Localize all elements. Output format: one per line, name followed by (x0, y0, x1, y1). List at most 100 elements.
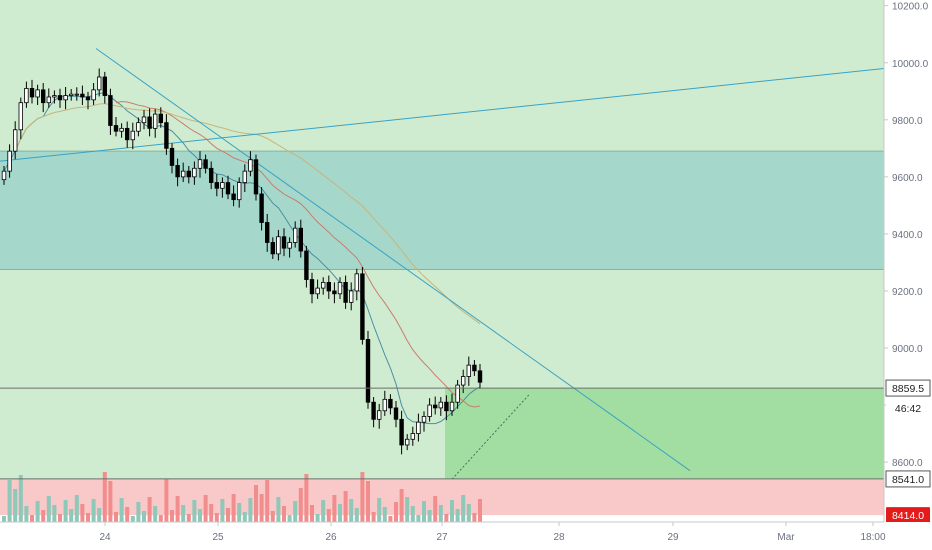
volume-bar (433, 496, 438, 522)
candle-body (85, 96, 91, 101)
time-axis[interactable] (0, 522, 932, 550)
candle-body (102, 76, 107, 96)
volume-bar (438, 505, 443, 522)
volume-bar (231, 494, 236, 522)
candle-body (376, 410, 382, 420)
price-labels: 8859.5 46:42 8541.0 8414.0 (885, 379, 931, 524)
candle-body (136, 122, 141, 132)
candle-body (292, 227, 298, 243)
candle-body (7, 150, 12, 172)
stop-level-label-outline (885, 470, 931, 488)
volume-bar (332, 495, 337, 522)
volume-bar (461, 495, 466, 522)
dotted-support-trendline (451, 393, 531, 480)
y-tick-label: 10200.0 (892, 2, 929, 13)
candle-body (253, 159, 259, 195)
candle-body (225, 182, 231, 195)
volume-bar (52, 505, 57, 522)
volume-bar (242, 512, 247, 522)
volume-bar (18, 475, 23, 522)
candle-body (477, 370, 483, 383)
volume-bar (203, 495, 208, 522)
volume-bar (186, 514, 191, 522)
volume-bar (30, 515, 34, 522)
candle-body (91, 89, 96, 101)
candle-body (197, 159, 203, 169)
volume-bar (58, 514, 62, 522)
volume-bar (35, 501, 40, 522)
volume-bar (377, 498, 382, 522)
candle-body (35, 89, 40, 98)
ma-slow-line (14, 103, 481, 325)
volume-bar (220, 499, 225, 522)
candle-body (236, 182, 242, 201)
volume-bar (170, 510, 174, 522)
candle-body (416, 421, 421, 434)
volume-bar (41, 510, 46, 522)
countdown-label: 46:42 (895, 403, 921, 415)
volume-bar (153, 506, 158, 522)
y-tick-label: 10000.0 (892, 59, 929, 70)
candle-body (214, 182, 219, 189)
volume-bar (444, 514, 449, 522)
candle-body (63, 95, 68, 101)
candle-body (309, 279, 315, 295)
candle-body (158, 113, 163, 124)
volume-bar (259, 494, 264, 522)
candle-body (449, 401, 455, 412)
candle-body (320, 281, 326, 289)
candle-body (404, 438, 410, 446)
volume-histogram (2, 472, 482, 522)
y-tick-label: 9800.0 (892, 116, 923, 127)
price-axis[interactable] (884, 0, 932, 522)
volume-bar (86, 513, 90, 522)
level-lines (0, 387, 884, 480)
volume-bar (394, 502, 398, 522)
candle-body (97, 76, 102, 91)
candle-body (264, 222, 270, 243)
x-tick-label: 29 (667, 532, 679, 543)
candle-body (399, 418, 404, 446)
candle-body (432, 404, 438, 409)
candle-body (192, 167, 197, 178)
y-tick-label: 9600.0 (892, 173, 923, 184)
volume-bar (130, 516, 135, 522)
volume-bar (366, 481, 370, 522)
volume-bar (248, 498, 253, 522)
x-tick-label: 18:00 (860, 532, 885, 543)
candle-body (231, 193, 236, 201)
candle-body (141, 116, 147, 124)
candle-body (393, 407, 399, 420)
candle-body (304, 250, 309, 280)
candle-body (119, 127, 124, 132)
supply-zone (0, 151, 884, 270)
candle-body (74, 93, 79, 96)
volume-bar (405, 497, 410, 522)
volume-bar (276, 497, 281, 522)
falling-trendline (95, 48, 691, 472)
x-tick-label: 26 (325, 532, 337, 543)
volume-bar (175, 496, 180, 522)
candle-body (220, 182, 225, 189)
candle-body (186, 170, 191, 178)
candle-body (41, 89, 46, 104)
candle-body (169, 147, 175, 166)
volume-bar (360, 472, 365, 522)
candle-body (472, 364, 477, 372)
volume-bar (2, 516, 6, 522)
candle-body (348, 290, 354, 303)
volume-bar (265, 480, 270, 522)
candle-body (12, 129, 18, 152)
volume-bar (354, 508, 359, 522)
volume-bar (198, 509, 202, 522)
volume-bar (181, 505, 186, 522)
candle-body (130, 130, 135, 141)
candle-body (52, 95, 57, 98)
candle-body (455, 384, 460, 403)
zones-layer (0, 150, 884, 522)
candle-body (242, 170, 247, 183)
candle-body (354, 273, 359, 292)
candle-body (175, 165, 180, 178)
volume-bar (125, 507, 130, 522)
